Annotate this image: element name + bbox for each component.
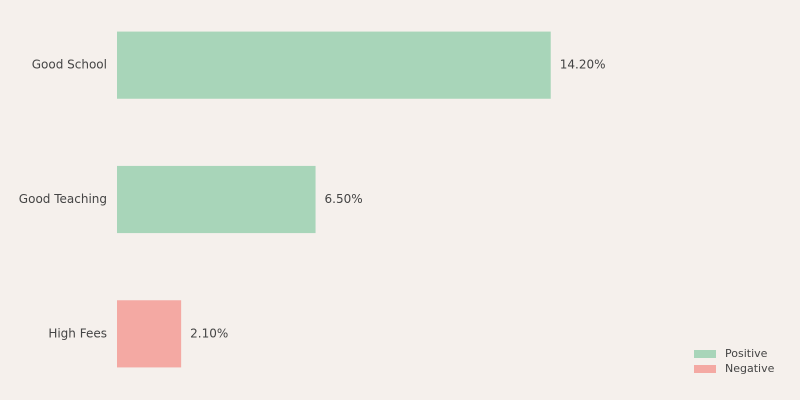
legend-swatch (694, 350, 716, 358)
bar (117, 31, 551, 99)
y-tick-label: High Fees (48, 326, 107, 340)
legend-swatch (694, 365, 716, 373)
legend-label: Negative (725, 362, 775, 375)
value-label: 2.10% (190, 326, 228, 340)
bar (117, 300, 182, 368)
y-tick-label: Good School (32, 58, 107, 72)
value-label: 6.50% (325, 192, 363, 206)
legend-label: Positive (725, 347, 768, 360)
value-label: 14.20% (560, 58, 606, 72)
y-tick-label: Good Teaching (19, 192, 107, 206)
bar (117, 165, 316, 234)
